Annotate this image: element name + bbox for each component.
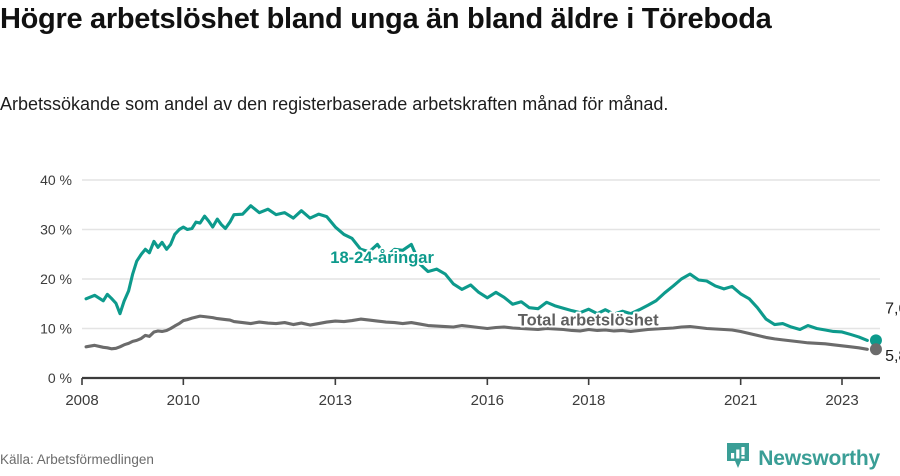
chart-subtitle: Arbetssökande som andel av den registerb… — [0, 94, 669, 114]
y-axis-tick-label: 10 % — [40, 321, 72, 337]
series-line-total — [84, 314, 869, 351]
x-axis-tick-label: 2023 — [825, 392, 858, 409]
x-axis — [81, 376, 880, 385]
end-value-label-total: 5,8 % — [885, 348, 900, 365]
x-axis-tick-label: 2010 — [167, 392, 200, 409]
x-axis-tick-label: 2013 — [319, 392, 352, 409]
x-axis-tick-label: 2021 — [724, 392, 757, 409]
page-title: Högre arbetslöshet bland unga än bland ä… — [0, 3, 772, 35]
source-note: Källa: Arbetsförmedlingen — [0, 452, 154, 467]
y-axis-tick-label: 40 % — [40, 172, 72, 188]
x-axis-tick-label: 2008 — [65, 392, 98, 409]
newsworthy-bars-icon — [725, 441, 751, 476]
y-axis-tick-label: 0 % — [48, 370, 72, 386]
x-axis-tick-label: 2016 — [471, 392, 504, 409]
x-axis-tick-label: 2018 — [572, 392, 605, 409]
series-line-youth — [84, 204, 869, 342]
y-axis-tick-label: 20 % — [40, 271, 72, 287]
end-value-label-youth: 7,6 % — [885, 301, 900, 318]
y-axis-tick-labels: 0 % 10 % 20 % 30 % 40 % — [40, 172, 72, 386]
newsworthy-logo: Newsworthy — [725, 441, 880, 476]
gridlines — [82, 179, 880, 330]
x-axis-tick-labels: 2008 2010 2013 2016 2018 2021 2023 — [65, 392, 858, 409]
chart-annotations: 18-24-åringar Total arbetslöshet 7,6 % 5,8 … — [328, 247, 900, 367]
series-label-total: Total arbetslöshet — [518, 312, 659, 330]
series-label-youth: 18-24-åringar — [330, 249, 434, 267]
y-axis-tick-label: 30 % — [40, 222, 72, 238]
newsworthy-logo-text: Newsworthy — [758, 446, 880, 470]
series-endpoints — [869, 334, 882, 356]
data-series-lines — [84, 204, 869, 351]
series-endpoint-total — [869, 343, 882, 356]
series-endpoint-youth — [869, 334, 882, 347]
